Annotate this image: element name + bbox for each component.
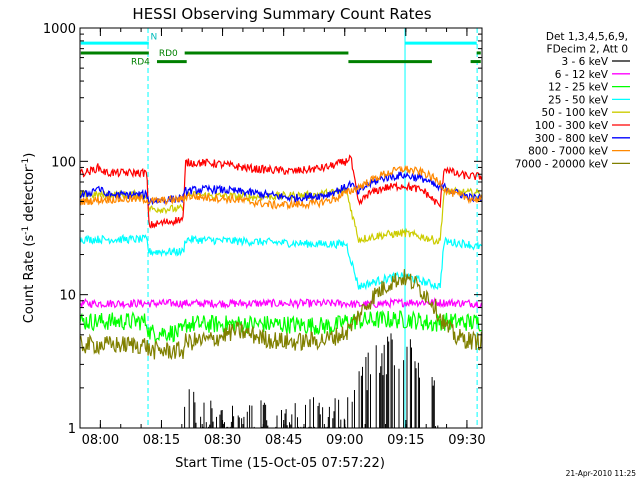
chart-title: HESSI Observing Summary Count Rates (132, 5, 431, 23)
legend-label-8: 7000 - 20000 keV (515, 158, 609, 170)
y-tick-label-1: 10 (59, 289, 76, 304)
series-trace (79, 171, 482, 207)
legend-label-7: 800 - 7000 keV (528, 146, 609, 158)
legend-label-5: 100 - 300 keV (535, 120, 609, 132)
legend-label-6: 300 - 800 keV (535, 133, 609, 145)
plot-frame (79, 27, 483, 429)
y-tick-label-0: 1 (68, 422, 76, 437)
series-100-300-kev (79, 154, 482, 229)
y-label-end: ) (22, 153, 37, 158)
svg-text:Count Rate (s-1 detector-1): Count Rate (s-1 detector-1) (21, 153, 37, 324)
series-12-25-kev (79, 309, 482, 344)
series-trace (79, 269, 482, 361)
legend: Det 1,3,4,5,6,9,FDecim 2, Att 03 - 6 keV… (515, 31, 630, 170)
legend-label-1: 6 - 12 keV (555, 69, 609, 81)
y-label-exp2: -1 (21, 158, 31, 167)
x-tick-label-1: 08:15 (143, 433, 180, 448)
y-label-mid: detector (22, 166, 37, 226)
series-trace (79, 309, 482, 344)
y-tick-label-3: 1000 (43, 22, 76, 37)
x-axis-label: Start Time (15-Oct-05 07:57:22) (175, 456, 385, 471)
x-tick-label-2: 08:30 (204, 433, 241, 448)
x-tick-label-0: 08:00 (82, 433, 119, 448)
y-label-exp1: -1 (21, 226, 31, 235)
series-7000-20000-kev (79, 269, 482, 361)
x-tick-label-3: 08:45 (265, 433, 302, 448)
x-tick-label-6: 09:30 (448, 433, 485, 448)
flag-n-label: N (150, 32, 157, 42)
y-label-main: Count Rate (s (22, 235, 37, 324)
flag-rd0-label: RD0 (159, 49, 178, 59)
series-trace (79, 154, 482, 229)
series-800-7000-kev (79, 164, 482, 211)
footer-date: 21-Apr-2010 11:25 (566, 469, 637, 478)
legend-label-2: 12 - 25 keV (548, 82, 609, 94)
axes: 1 10 100 1000 08:00 08:15 08:30 08:45 09:00 09:15… (43, 22, 486, 448)
flag-rd4-label: RD4 (131, 58, 150, 68)
legend-label-3: 25 - 50 keV (548, 94, 609, 106)
series-300-800-kev (79, 171, 482, 207)
legend-header-1: FDecim 2, Att 0 (547, 44, 628, 56)
legend-label-0: 3 - 6 keV (561, 56, 608, 68)
x-tick-label-4: 09:00 (326, 433, 363, 448)
series-trace (79, 164, 482, 211)
legend-header-0: Det 1,3,4,5,6,9, (546, 31, 628, 43)
x-tick-label-5: 09:15 (387, 433, 424, 448)
series-trace (79, 296, 482, 310)
legend-label-4: 50 - 100 keV (541, 107, 608, 119)
y-tick-label-2: 100 (51, 155, 76, 170)
y-axis-label: Count Rate (s-1 detector-1) (21, 153, 37, 324)
series-layer (79, 154, 482, 428)
series-6-12-kev (79, 296, 482, 310)
